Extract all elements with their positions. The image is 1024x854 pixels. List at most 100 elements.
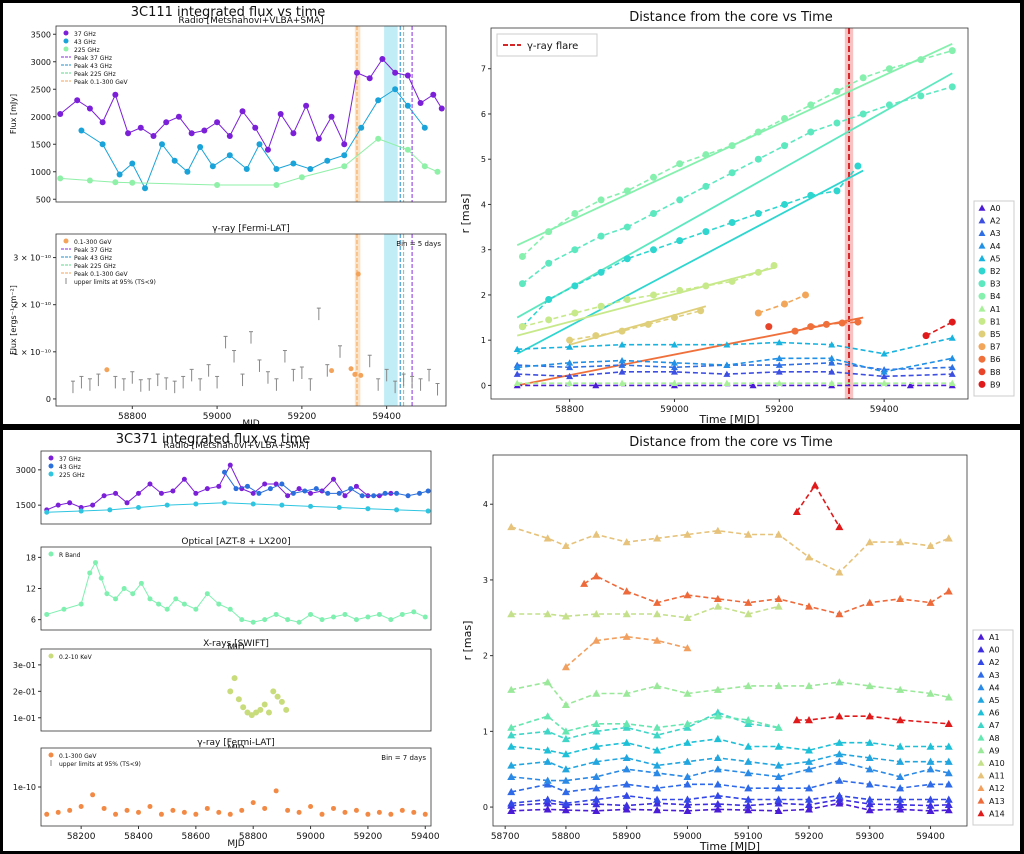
data-point bbox=[828, 341, 836, 348]
data-point bbox=[507, 723, 516, 731]
data-point bbox=[683, 806, 692, 815]
legend-label: A2 bbox=[989, 658, 1000, 667]
legend-label: A12 bbox=[989, 784, 1005, 793]
data-point bbox=[622, 610, 631, 618]
data-point bbox=[375, 97, 382, 104]
data-point bbox=[805, 805, 813, 813]
data-point bbox=[926, 806, 935, 815]
series-b4 bbox=[518, 47, 956, 260]
legend-label: A11 bbox=[989, 772, 1005, 781]
legend-swatch bbox=[977, 784, 985, 791]
x-tick-label: 59100 bbox=[734, 832, 763, 842]
data-point bbox=[545, 295, 553, 303]
series-line bbox=[521, 165, 859, 328]
data-point bbox=[944, 587, 953, 595]
panel-3c111: 3C111 integrated flux vs time Distance f… bbox=[3, 3, 1020, 424]
data-point bbox=[283, 706, 290, 713]
data-point bbox=[623, 255, 631, 263]
data-point bbox=[805, 765, 813, 773]
data-point bbox=[775, 361, 783, 368]
series-37-ghz bbox=[57, 56, 445, 153]
legend-label: B3 bbox=[990, 280, 1001, 289]
legend-swatch bbox=[977, 759, 985, 766]
series-a14 bbox=[792, 481, 844, 531]
legend-swatch bbox=[978, 343, 986, 351]
data-point bbox=[713, 791, 722, 799]
data-point bbox=[713, 765, 722, 773]
x-tick-label: 58700 bbox=[491, 832, 520, 842]
data-point bbox=[775, 379, 783, 386]
y-tick-label: 1000 bbox=[31, 168, 51, 177]
legend-label: γ-ray flare bbox=[527, 41, 578, 52]
data-point bbox=[713, 780, 722, 788]
legend-label: B6 bbox=[990, 355, 1001, 364]
data-point bbox=[376, 809, 382, 815]
legend-label: A8 bbox=[989, 734, 1000, 743]
data-point bbox=[623, 223, 631, 231]
data-point bbox=[375, 135, 382, 142]
data-point bbox=[744, 806, 753, 814]
right-figure-title: Distance from the core vs Time bbox=[629, 10, 833, 25]
data-point bbox=[571, 282, 579, 290]
data-point bbox=[670, 314, 678, 322]
series-line bbox=[521, 86, 953, 285]
plot-content bbox=[57, 26, 445, 202]
data-point bbox=[104, 367, 110, 373]
data-point bbox=[170, 488, 176, 494]
data-point bbox=[193, 606, 199, 612]
data-point bbox=[209, 163, 216, 170]
data-point bbox=[262, 805, 268, 811]
data-point bbox=[164, 502, 170, 508]
data-point bbox=[138, 580, 144, 586]
data-point bbox=[226, 133, 233, 139]
data-point bbox=[713, 685, 722, 693]
data-point bbox=[649, 291, 657, 299]
data-point bbox=[622, 738, 631, 746]
data-point bbox=[86, 105, 93, 112]
data-point bbox=[754, 309, 762, 317]
data-point bbox=[571, 246, 579, 254]
x-tick-label: 58800 bbox=[555, 405, 584, 415]
series-a1 bbox=[513, 379, 956, 386]
data-point bbox=[597, 196, 605, 204]
legend-label: A1 bbox=[989, 633, 1000, 642]
data-point bbox=[865, 765, 874, 773]
data-point bbox=[653, 610, 662, 618]
data-point bbox=[99, 119, 106, 126]
data-point bbox=[865, 753, 874, 762]
data-point bbox=[173, 596, 179, 602]
data-point bbox=[308, 804, 314, 809]
data-point bbox=[774, 772, 783, 780]
chart-title: γ-ray [Fermi-LAT] bbox=[197, 738, 274, 748]
y-tick-label: 0 bbox=[46, 395, 51, 404]
data-point bbox=[359, 493, 365, 499]
data-point bbox=[285, 617, 291, 623]
data-point bbox=[807, 101, 815, 109]
data-point bbox=[147, 481, 153, 487]
data-point bbox=[290, 130, 297, 137]
series-225-ghz bbox=[44, 500, 431, 515]
data-point bbox=[425, 488, 431, 494]
legend-label: Peak 0.1-300 GeV bbox=[74, 271, 129, 278]
data-point bbox=[507, 806, 516, 815]
data-point bbox=[325, 490, 331, 496]
data-point bbox=[543, 712, 552, 720]
data-point bbox=[676, 196, 684, 204]
legend-label: 225 GHz bbox=[74, 47, 100, 54]
data-point bbox=[781, 200, 789, 208]
legend-swatch bbox=[977, 683, 985, 691]
data-point bbox=[807, 128, 815, 136]
legend-swatch bbox=[977, 734, 985, 741]
data-point bbox=[835, 757, 844, 765]
data-point bbox=[833, 119, 841, 127]
data-point bbox=[774, 784, 783, 792]
data-point bbox=[296, 486, 302, 492]
series-a5 bbox=[507, 750, 953, 773]
data-point bbox=[592, 784, 601, 792]
data-point bbox=[649, 210, 657, 217]
y-tick-label: 18 bbox=[26, 553, 36, 562]
y-tick-label: 3 × 10⁻¹⁰ bbox=[13, 254, 51, 263]
